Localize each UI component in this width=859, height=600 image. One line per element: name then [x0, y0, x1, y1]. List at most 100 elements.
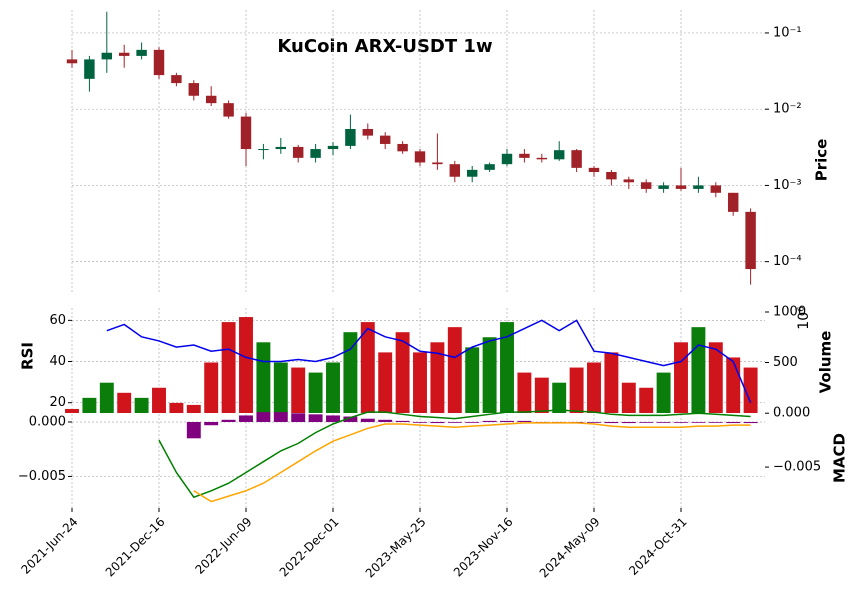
volume-bar	[378, 352, 393, 413]
rsi-tick-label: 40	[49, 354, 66, 369]
volume-bar	[273, 362, 288, 413]
candle-body	[553, 150, 565, 160]
macd-hist-bar	[674, 421, 688, 423]
macd-hist-bar	[482, 420, 497, 422]
candle-body	[84, 59, 95, 79]
candle-body	[449, 164, 461, 177]
macd-hist-bar	[378, 419, 393, 422]
candle-body	[414, 151, 426, 163]
volume-bar	[726, 357, 741, 413]
macd-hist-bar	[500, 420, 514, 422]
candle-body	[118, 52, 130, 56]
candle-body	[240, 116, 252, 150]
candle-body	[432, 162, 443, 165]
candle-body	[136, 49, 147, 56]
macd-y2-tick-label: −0.005	[773, 460, 821, 475]
candle-body	[588, 167, 600, 172]
macd-label: MACD	[831, 433, 849, 483]
candle-body	[171, 75, 182, 84]
rsi-label: RSI	[19, 342, 37, 370]
volume-bar	[587, 362, 601, 413]
candle-body	[345, 128, 356, 146]
volume-bar	[691, 327, 706, 413]
macd-hist-bar	[360, 418, 375, 422]
volume-bar	[395, 332, 410, 413]
macd-hist-bar	[604, 421, 619, 424]
volume-bar	[552, 382, 567, 413]
candle-body	[519, 153, 530, 158]
volume-bar	[256, 342, 271, 413]
volume-label: Volume	[817, 331, 835, 394]
x-tick-label: 2021-Jun-24	[18, 515, 80, 577]
volume-bar	[326, 362, 340, 413]
volume-bar	[152, 387, 166, 413]
x-tick-label: 2023-May-25	[363, 515, 429, 581]
macd-hist-bar	[447, 421, 462, 423]
macd-hist-bar	[273, 412, 288, 422]
x-tick-label: 2022-Jun-09	[192, 515, 254, 577]
chart-title: KuCoin ARX-USDT 1w	[277, 36, 492, 57]
candle-body	[501, 153, 513, 165]
candle-body	[466, 169, 478, 177]
volume-bar	[447, 327, 462, 413]
candle-body	[188, 83, 200, 96]
macd-hist-bar	[743, 421, 758, 424]
rsi-tick-label: 60	[49, 313, 66, 328]
volume-bar	[117, 392, 132, 413]
signal-line	[193, 422, 751, 503]
macd-hist-bar	[204, 421, 219, 426]
candle-body	[397, 143, 408, 152]
volume-bar	[65, 408, 79, 413]
candle-body	[258, 149, 269, 151]
macd-hist-bar	[465, 421, 480, 423]
volume-bar	[534, 377, 549, 413]
volume-bar	[99, 382, 114, 413]
candle-body	[153, 49, 165, 76]
volume-bar	[413, 352, 427, 413]
macd-tick-label: 0.000	[29, 414, 66, 429]
candle-body	[223, 103, 234, 117]
volume-bar	[517, 372, 532, 413]
macd-line	[158, 409, 751, 499]
candle-body	[571, 150, 582, 168]
macd-hist-bar	[291, 413, 306, 422]
volume-bar	[82, 397, 97, 413]
price-tick-label: 10⁻³	[773, 178, 802, 193]
macd-hist-bar	[430, 421, 445, 424]
candle-body	[292, 146, 304, 158]
price-tick-label: 10⁻⁴	[773, 254, 802, 269]
volume-bar	[360, 322, 375, 413]
candle-body	[606, 171, 617, 180]
macd-hist-bar	[517, 420, 532, 422]
candle-body	[710, 185, 722, 193]
candle-body	[275, 146, 287, 150]
macd-hist-bar	[708, 421, 723, 423]
volume-bar	[430, 342, 445, 413]
macd-hist-bar	[186, 421, 201, 439]
macd-hist-bar	[221, 419, 236, 422]
volume-bar	[639, 387, 654, 413]
volume-bar	[186, 404, 201, 413]
volume-bar	[743, 367, 758, 413]
macd-hist-bar	[639, 421, 654, 423]
rsi-tick-label: 20	[49, 395, 66, 410]
volume-bar	[134, 397, 149, 413]
volume-bar	[604, 352, 619, 413]
macd-hist-bar	[413, 421, 427, 423]
volume-bar	[169, 402, 184, 413]
price-label: Price	[813, 139, 831, 182]
volume-bar	[621, 382, 636, 413]
candle-body	[362, 128, 374, 136]
macd-hist-bar	[326, 415, 340, 422]
candle-body	[623, 179, 635, 183]
volume-bar	[656, 372, 671, 413]
candle-body	[745, 211, 756, 270]
price-tick-label: 10⁻¹	[773, 25, 802, 40]
volume-bar	[569, 367, 584, 413]
macd-hist-bar	[343, 416, 358, 422]
macd-hist-bar	[691, 421, 706, 423]
candle-body	[536, 157, 548, 160]
candle-body	[640, 182, 652, 189]
x-tick-label: 2021-Dec-16	[103, 515, 168, 580]
